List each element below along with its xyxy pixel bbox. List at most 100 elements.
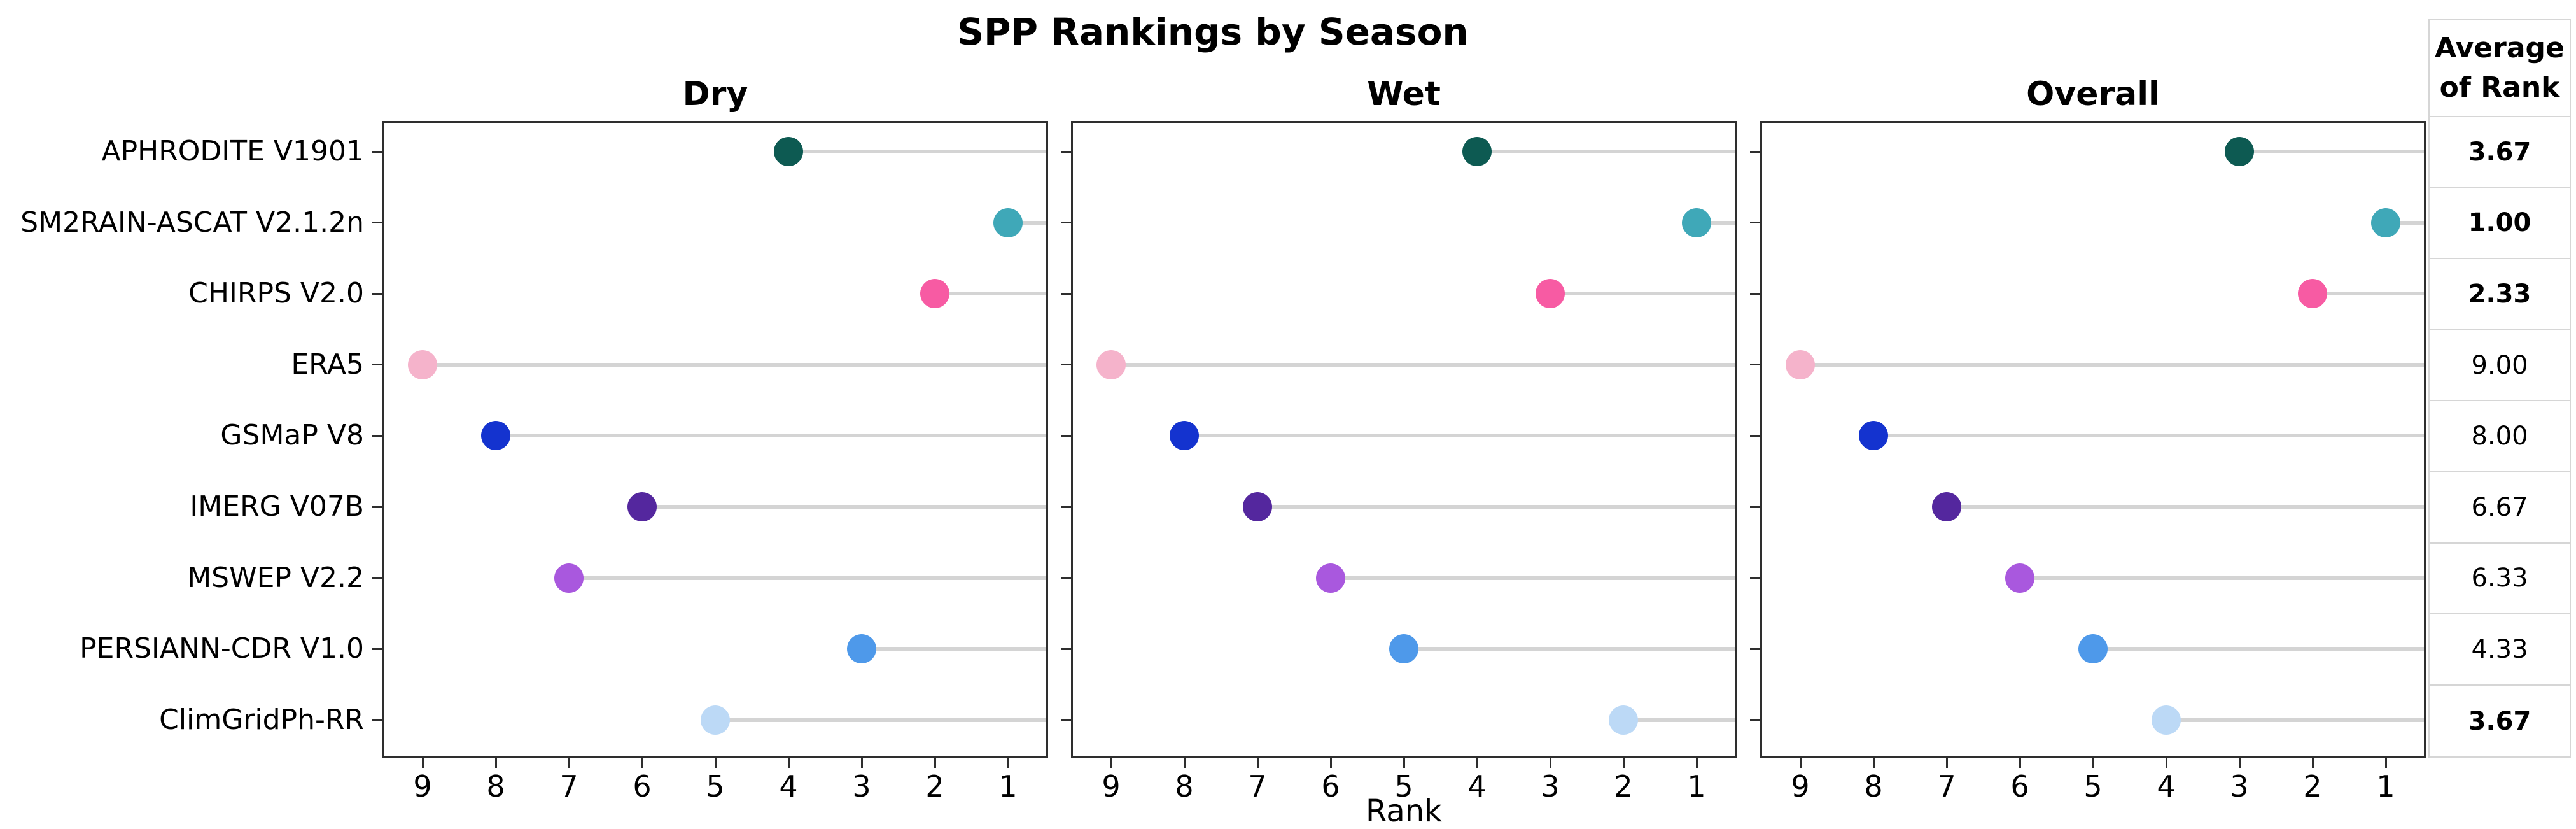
panel-title-wet: Wet [1367, 75, 1441, 113]
y-tick-mark [372, 292, 382, 295]
rank-dot-imerg-v07b-overall [1932, 492, 1961, 521]
rank-dot-persiann-cdr-v1-0-dry [847, 634, 876, 664]
x-tick-mark [1403, 758, 1405, 768]
y-tick-mark [1061, 577, 1071, 579]
x-tick-label-1-dry: 1 [998, 769, 1018, 804]
stem-climgridph-rr-overall [2166, 718, 2424, 722]
average-rank-value-chirps-v2-0: 2.33 [2430, 259, 2570, 330]
rank-dot-chirps-v2-0-dry [920, 279, 949, 309]
x-tick-label-7-dry: 7 [559, 769, 578, 804]
average-table-header-line1: Average [2435, 32, 2565, 64]
stem-chirps-v2-0-wet [1550, 292, 1735, 296]
x-tick-label-2-wet: 2 [1614, 769, 1633, 804]
x-tick-mark [2092, 758, 2094, 768]
x-tick-mark [1183, 758, 1186, 768]
rank-dot-sm2rain-ascat-v2-1-2n-wet [1682, 208, 1711, 237]
rank-dot-aphrodite-v1901-overall [2225, 137, 2254, 166]
stem-sm2rain-ascat-v2-1-2n-dry [1008, 220, 1046, 225]
average-rank-value-persiann-cdr-v1-0: 4.33 [2430, 614, 2570, 686]
stem-era5-dry [423, 362, 1046, 367]
x-tick-label-3-overall: 3 [2230, 769, 2249, 804]
panel-wet [1071, 121, 1737, 758]
stem-persiann-cdr-v1-0-wet [1404, 647, 1735, 651]
y-tick-mark [1750, 648, 1760, 650]
average-rank-value-imerg-v07b: 6.67 [2430, 472, 2570, 544]
panel-title-overall: Overall [2026, 75, 2160, 113]
x-tick-label-3-wet: 3 [1541, 769, 1560, 804]
stem-mswep-v2-2-wet [1331, 576, 1735, 580]
stem-persiann-cdr-v1-0-overall [2093, 647, 2424, 651]
stem-chirps-v2-0-dry [935, 292, 1046, 296]
average-table-header: Average of Rank [2430, 20, 2570, 117]
y-tick-label-gsmap-v8: GSMaP V8 [220, 419, 364, 452]
y-tick-mark [1750, 577, 1760, 579]
stem-gsmap-v8-overall [1873, 434, 2424, 438]
stem-era5-wet [1111, 362, 1735, 367]
stem-climgridph-rr-dry [715, 718, 1046, 722]
stem-mswep-v2-2-overall [2020, 576, 2424, 580]
stem-imerg-v07b-dry [642, 505, 1046, 509]
rank-dot-climgridph-rr-wet [1609, 705, 1638, 735]
rank-dot-imerg-v07b-dry [627, 492, 657, 521]
panel-dry [382, 121, 1048, 758]
x-tick-label-9-wet: 9 [1102, 769, 1121, 804]
stem-era5-overall [1800, 362, 2424, 367]
stem-aphrodite-v1901-overall [2239, 150, 2424, 153]
average-rank-value-era5: 9.00 [2430, 330, 2570, 402]
x-tick-mark [1799, 758, 1802, 768]
x-tick-label-7-wet: 7 [1248, 769, 1267, 804]
y-tick-mark [372, 577, 382, 579]
x-tick-label-1-wet: 1 [1687, 769, 1706, 804]
x-tick-mark [1945, 758, 1948, 768]
rank-dot-gsmap-v8-wet [1170, 421, 1199, 451]
x-tick-mark [1110, 758, 1112, 768]
rank-dot-persiann-cdr-v1-0-overall [2078, 634, 2108, 664]
x-tick-mark [2019, 758, 2021, 768]
x-tick-label-3-dry: 3 [852, 769, 871, 804]
y-tick-mark [372, 648, 382, 650]
x-tick-label-5-dry: 5 [706, 769, 725, 804]
y-tick-mark [1061, 364, 1071, 366]
x-tick-mark [934, 758, 936, 768]
y-tick-label-persiann-cdr-v1-0: PERSIANN-CDR V1.0 [80, 632, 364, 665]
x-tick-label-6-overall: 6 [2010, 769, 2029, 804]
rank-dot-sm2rain-ascat-v2-1-2n-overall [2371, 208, 2400, 237]
x-tick-mark [494, 758, 497, 768]
average-rank-value-mswep-v2-2: 6.33 [2430, 544, 2570, 615]
rank-dot-chirps-v2-0-overall [2298, 279, 2327, 309]
x-tick-mark [2238, 758, 2241, 768]
y-tick-mark [1750, 150, 1760, 153]
stem-aphrodite-v1901-wet [1477, 150, 1735, 153]
stem-persiann-cdr-v1-0-dry [862, 647, 1046, 651]
stem-imerg-v07b-wet [1257, 505, 1735, 509]
stem-gsmap-v8-dry [496, 434, 1046, 438]
stem-chirps-v2-0-overall [2313, 292, 2424, 296]
y-tick-mark [372, 506, 382, 508]
x-tick-mark [421, 758, 424, 768]
x-tick-mark [2384, 758, 2387, 768]
x-tick-mark [1007, 758, 1009, 768]
y-tick-mark [372, 222, 382, 224]
y-tick-mark [1750, 364, 1760, 366]
rank-dot-gsmap-v8-dry [481, 421, 510, 451]
x-tick-label-8-dry: 8 [486, 769, 505, 804]
y-tick-mark [1750, 719, 1760, 721]
y-tick-mark [1061, 292, 1071, 295]
y-tick-mark [1061, 506, 1071, 508]
x-tick-label-8-wet: 8 [1175, 769, 1194, 804]
y-tick-mark [1061, 222, 1071, 224]
x-tick-label-8-overall: 8 [1864, 769, 1883, 804]
y-tick-mark [372, 719, 382, 721]
y-tick-mark [1750, 506, 1760, 508]
x-tick-mark [2311, 758, 2314, 768]
x-tick-mark [1476, 758, 1478, 768]
x-tick-mark [1622, 758, 1625, 768]
rank-dot-era5-overall [1786, 350, 1815, 379]
rank-dot-gsmap-v8-overall [1859, 421, 1888, 451]
rank-dot-sm2rain-ascat-v2-1-2n-dry [993, 208, 1023, 237]
y-tick-mark [372, 150, 382, 153]
rank-dot-aphrodite-v1901-wet [1462, 137, 1492, 166]
rank-dot-persiann-cdr-v1-0-wet [1389, 634, 1418, 664]
y-tick-label-chirps-v2-0: CHIRPS V2.0 [188, 277, 364, 310]
y-tick-mark [1750, 292, 1760, 295]
